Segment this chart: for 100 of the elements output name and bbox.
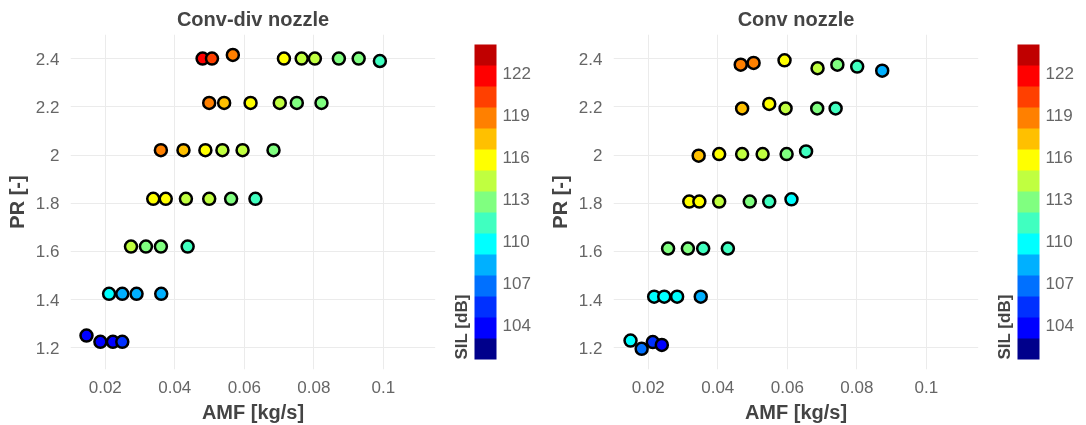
point [153,142,169,158]
point [153,286,169,302]
y-tick-label: 2.4 [578,49,603,69]
point [849,59,865,74]
point [294,51,309,66]
y-tick-label: 2.4 [35,49,60,69]
point [623,333,638,348]
point [711,194,727,209]
y-tick-label: 1.8 [578,194,603,214]
color-bar-label: 110 [1045,231,1073,251]
point [742,194,758,209]
color-bar-label: 122 [502,63,531,83]
y-tick-label: 2.2 [35,97,60,117]
point [178,191,194,207]
x-tick-label: 0.02 [88,377,122,397]
point [272,95,288,111]
color-bar-label: 104 [502,315,531,335]
point [761,96,777,112]
point [235,142,250,158]
point [129,286,144,302]
point [733,57,748,72]
color-bar-label: 113 [1045,189,1073,209]
point [198,142,213,158]
x-tick-label: 0.08 [840,377,874,397]
color-bar-label: 107 [502,273,531,293]
point [809,101,825,116]
x-axis-title: AMF [kg/s] [744,400,848,423]
color-bar-label: 116 [1045,147,1073,167]
x-tick-label: 0.02 [631,377,665,397]
point [243,95,258,111]
x-tick-label: 0.06 [227,377,261,397]
point [657,289,672,304]
point [276,51,292,66]
y-tick-label: 1.2 [578,338,603,358]
y-tick-label: 1.4 [578,290,603,310]
x-tick-label: 0.04 [158,377,192,397]
x-axis-title: AMF [kg/s] [201,400,305,423]
point [746,55,761,71]
color-bar-title: SIL [dB] [994,294,1014,360]
point [153,239,169,254]
color-bar-label: 110 [502,231,530,251]
point [123,239,139,254]
point [101,286,117,302]
y-tick-label: 1.6 [35,242,60,262]
y-tick-label: 1.2 [35,338,60,358]
point [734,146,750,162]
point [79,328,94,343]
point [634,341,649,357]
color-bar-label: 116 [502,147,530,167]
color-bar-title: SIL [dB] [451,294,471,360]
point [654,337,670,353]
chart-title: Conv-div nozzle [176,7,330,30]
point [711,146,727,162]
y-tick-label: 1.4 [35,290,60,310]
point [215,142,230,158]
chart-title: Conv nozzle [737,7,855,30]
point [695,241,711,256]
x-tick-label: 0.06 [770,377,804,397]
point [115,286,130,302]
point [180,239,195,254]
point [830,57,845,72]
point [660,241,676,256]
point [755,146,770,162]
point [778,101,793,116]
point [176,142,191,158]
point [248,191,263,207]
point [691,148,706,163]
y-axis-title: PR [-] [5,175,28,229]
point [225,47,241,63]
point [201,191,217,207]
point [669,289,685,304]
point [693,289,708,304]
y-axis-title: PR [-] [548,175,571,229]
point [204,51,220,66]
point [314,95,329,111]
point [761,194,777,209]
color-bar-label: 122 [1045,63,1074,83]
point [115,334,130,350]
x-tick-label: 0.1 [371,377,396,397]
point [874,63,890,78]
point [289,95,305,111]
point [351,51,366,66]
point [158,191,173,207]
color-bar-label: 107 [1045,273,1074,293]
point [372,53,388,69]
x-tick-label: 0.04 [701,377,735,397]
point [266,142,281,158]
point [692,194,707,209]
point [734,101,750,116]
color-bar-label: 104 [1045,315,1074,335]
point [777,53,792,68]
point [779,146,794,162]
y-tick-label: 2.2 [578,97,603,117]
point [138,239,154,254]
point [216,95,232,111]
point [201,95,217,111]
color-bar-label: 119 [502,105,530,125]
x-tick-label: 0.1 [914,377,939,397]
point [810,61,825,76]
point [145,191,161,207]
